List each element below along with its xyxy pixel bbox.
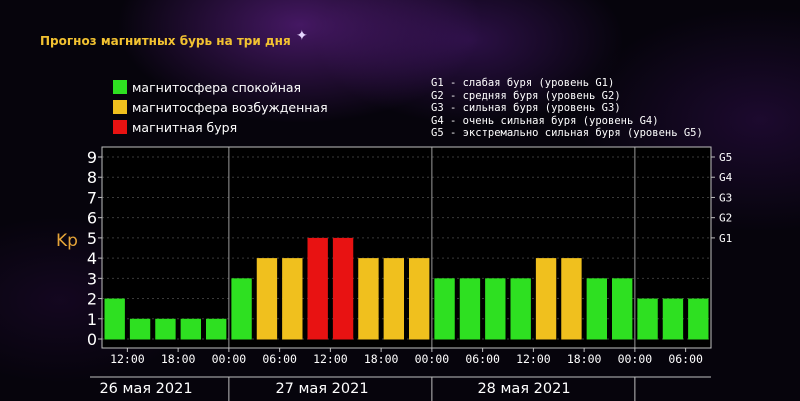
g-tick-label: G5 [719, 151, 732, 164]
color-legend: магнитосфера спокойная магнитосфера возб… [113, 77, 328, 137]
storm-level-legend: G1 - слабая буря (уровень G1) G2 - средн… [431, 77, 703, 140]
legend-swatch-excited [113, 100, 127, 114]
day-label: 26 мая 2021 [99, 381, 192, 397]
bars [104, 237, 709, 340]
y-tick-label: 1 [87, 310, 97, 329]
legend-label-storm: магнитная буря [132, 119, 238, 135]
x-tick-label: 12:00 [313, 352, 348, 366]
bar [129, 318, 151, 340]
bar [637, 298, 658, 340]
bar [586, 278, 607, 340]
bar [434, 278, 455, 340]
x-tick-label: 12:00 [516, 352, 551, 366]
x-axis-ticks: 12:00 18:00 00:00 06:00 12:00 18:00 00:00 06:00… [110, 348, 703, 366]
x-tick-label: 18:00 [364, 352, 399, 366]
legend-label-calm: магнитосфера спокойная [132, 79, 302, 95]
y-tick-label: 5 [87, 229, 97, 248]
x-tick-label: 18:00 [161, 352, 196, 366]
y-tick-label: 0 [87, 330, 97, 349]
x-tick-label: 00:00 [415, 352, 450, 366]
bar [688, 298, 709, 340]
bar [485, 278, 506, 340]
plot-area [102, 147, 711, 348]
y-tick-label: 4 [87, 249, 97, 268]
page-title: Прогноз магнитных бурь на три дня [40, 34, 291, 48]
legend-item-storm: магнитная буря [113, 117, 328, 137]
g1-description: G1 - слабая буря (уровень G1) [431, 77, 615, 89]
g-tick-label: G1 [719, 232, 732, 245]
x-tick-label: 12:00 [110, 352, 145, 366]
bar [307, 237, 328, 340]
bar [104, 298, 125, 340]
bar [358, 258, 379, 340]
g-tick-label: G4 [719, 171, 733, 184]
day-label: 28 мая 2021 [477, 381, 570, 397]
g-tick-label: G3 [719, 191, 732, 204]
y-tick-label: 7 [87, 188, 97, 207]
bar [282, 258, 303, 340]
g3-description: G3 - сильная буря (уровень G3) [431, 102, 621, 114]
bar [510, 278, 531, 340]
bar [612, 278, 633, 340]
legend-label-excited: магнитосфера возбужденная [132, 99, 328, 115]
bar [459, 278, 481, 340]
day-label: 27 мая 2021 [275, 381, 368, 397]
legend-swatch-calm [113, 80, 127, 94]
g-axis-ticks: G1 G2 G3 G4 G5 [711, 151, 733, 245]
x-tick-label: 06:00 [465, 352, 500, 366]
y-tick-label: 6 [87, 209, 97, 228]
bar [256, 258, 278, 340]
bar [535, 258, 557, 340]
bar [409, 258, 430, 340]
g4-description: G4 - очень сильная буря (уровень G4) [431, 114, 659, 127]
bar [662, 298, 684, 340]
g5-description: G5 - экстремально сильная буря (уровень … [431, 127, 703, 139]
y-tick-label: 8 [87, 168, 97, 187]
y-tick-label: 2 [87, 290, 97, 309]
y-axis-label: Kp [56, 231, 78, 251]
grid-lines [102, 147, 711, 348]
legend-item-calm: магнитосфера спокойная [113, 77, 328, 97]
legend-swatch-storm [113, 120, 127, 134]
bar [561, 258, 582, 340]
y-tick-label: 3 [87, 269, 97, 288]
legend-item-excited: магнитосфера возбужденная [113, 97, 328, 117]
x-tick-label: 18:00 [567, 352, 602, 366]
g2-description: G2 - средняя буря (уровень G2) [431, 89, 621, 102]
bar [231, 278, 252, 340]
bar [206, 318, 227, 340]
g-tick-label: G2 [719, 212, 732, 225]
bar [332, 237, 354, 340]
bar [383, 258, 404, 340]
sparkle-icon: ✦ [296, 28, 308, 44]
y-tick-label: 9 [87, 148, 97, 167]
day-axis: 26 мая 2021 27 мая 2021 28 мая 2021 [90, 376, 711, 401]
bar [180, 318, 201, 340]
x-tick-label: 00:00 [618, 352, 653, 366]
plot-border [101, 146, 712, 349]
x-tick-label: 00:00 [212, 352, 247, 366]
x-tick-label: 06:00 [262, 352, 297, 366]
x-tick-label: 06:00 [668, 352, 703, 366]
bar [155, 318, 176, 340]
